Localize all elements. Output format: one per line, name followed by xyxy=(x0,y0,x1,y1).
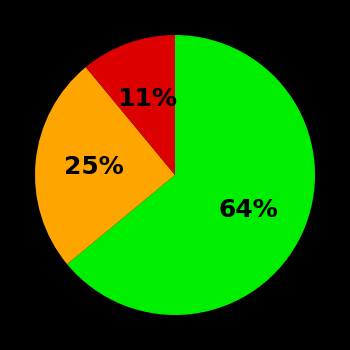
Wedge shape xyxy=(67,35,315,315)
Text: 25%: 25% xyxy=(64,155,124,179)
Wedge shape xyxy=(35,67,175,264)
Wedge shape xyxy=(86,35,175,175)
Text: 11%: 11% xyxy=(118,86,177,111)
Text: 64%: 64% xyxy=(219,197,278,222)
